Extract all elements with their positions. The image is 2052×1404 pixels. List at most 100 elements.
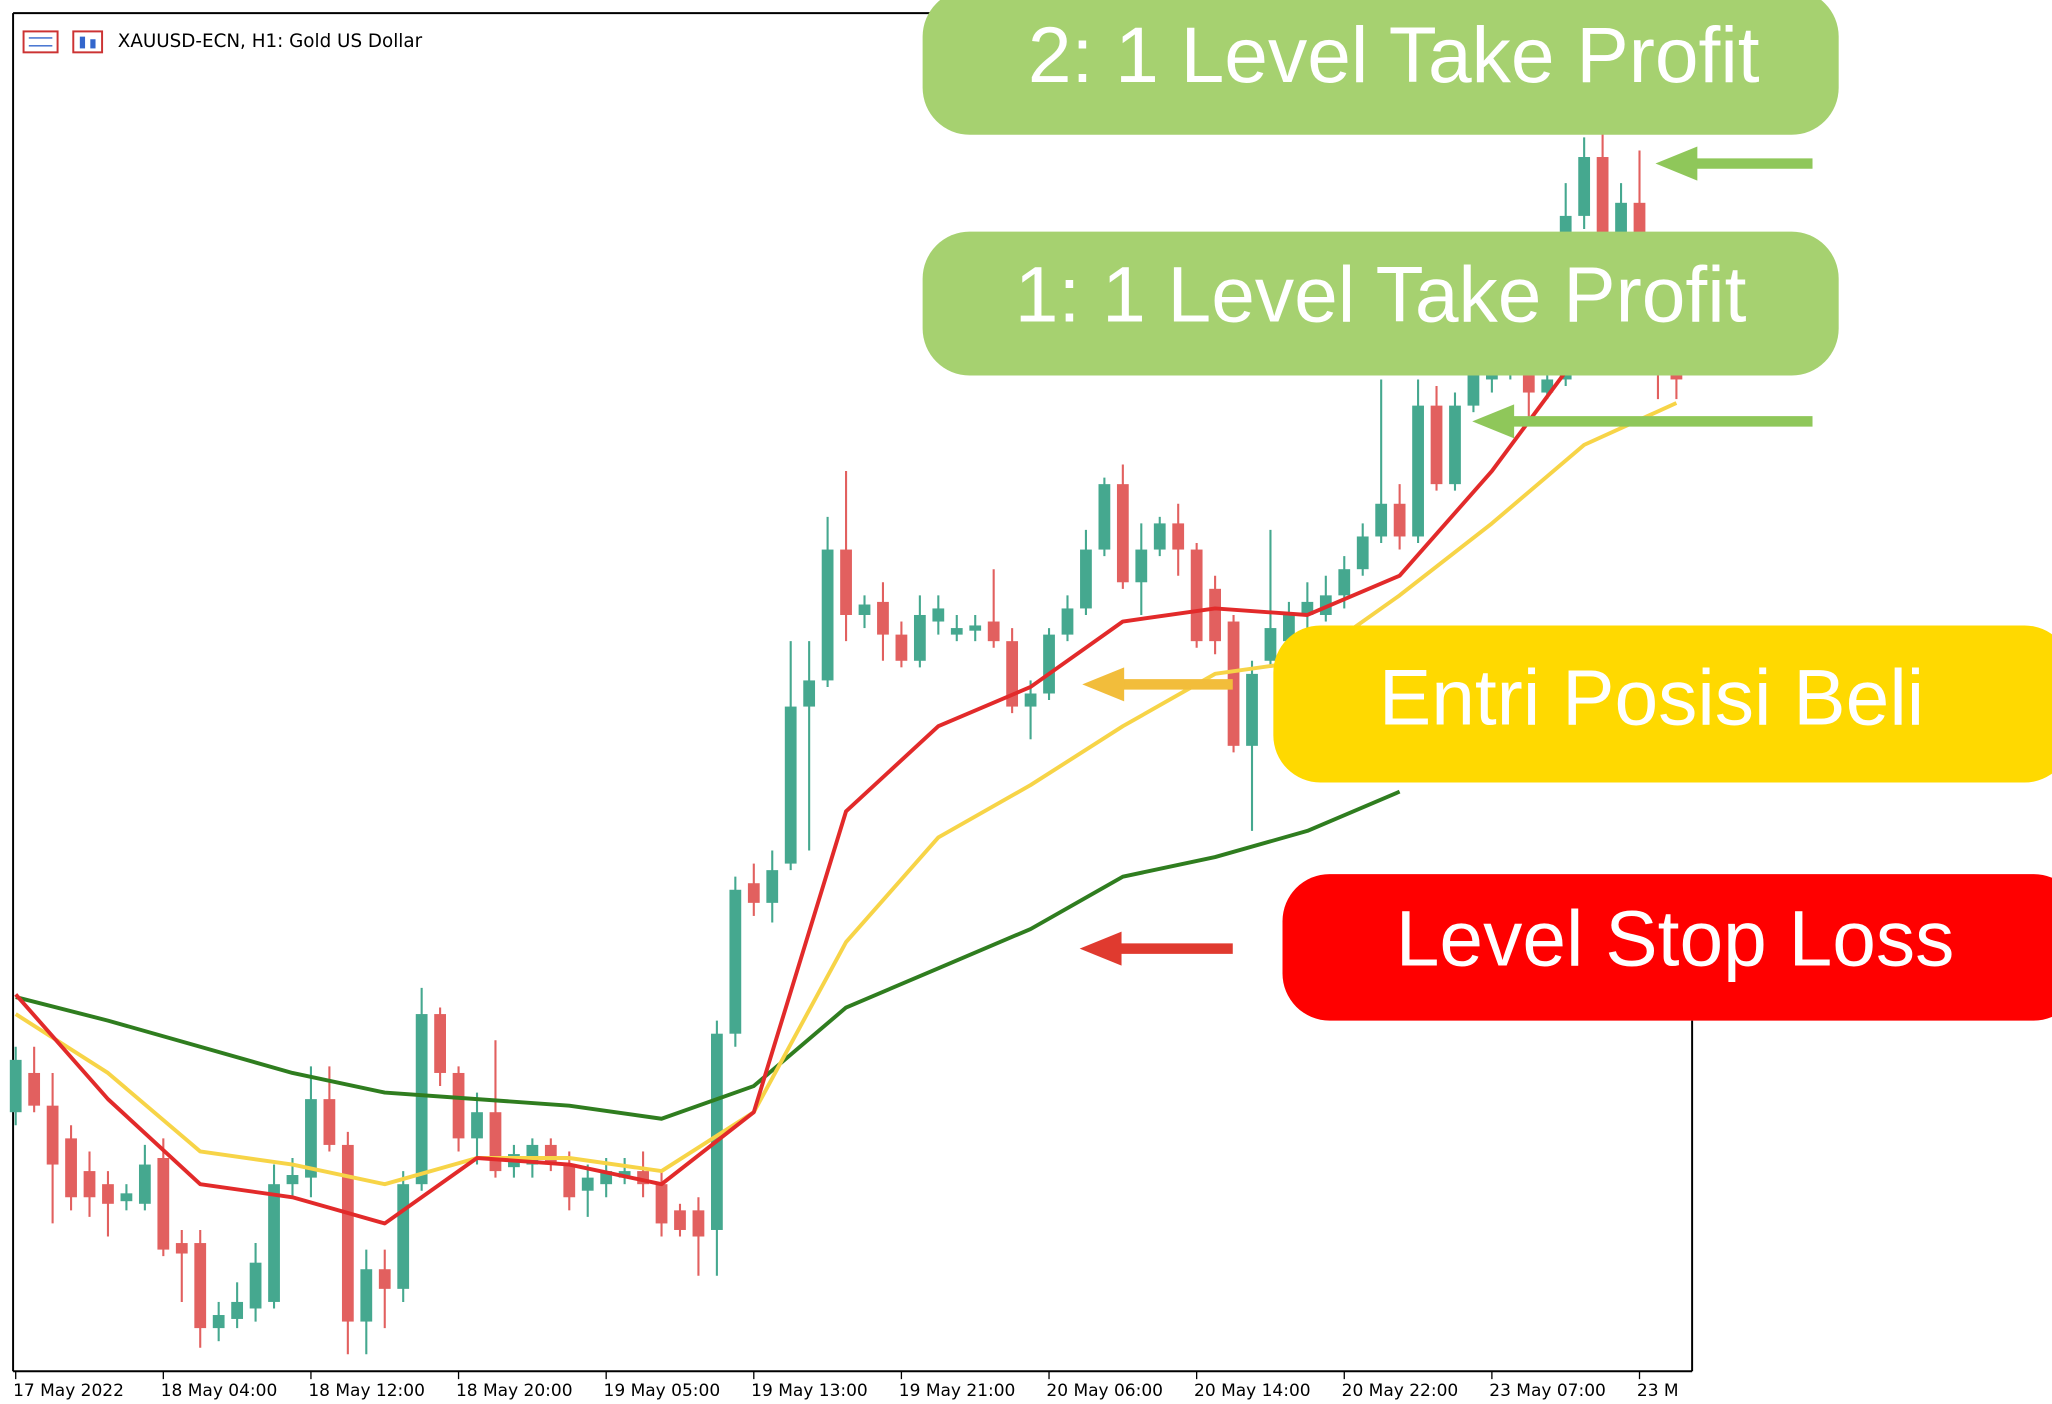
candle-body xyxy=(434,1014,446,1073)
candle-body xyxy=(1412,405,1424,537)
candle-body xyxy=(729,889,742,1034)
candle-body xyxy=(674,1210,686,1230)
candle-body xyxy=(323,1099,336,1145)
candle-body xyxy=(120,1193,133,1202)
candle-body xyxy=(784,706,797,864)
x-tick-label: 23 May 07:00 xyxy=(1489,1381,1606,1401)
candle-body xyxy=(655,1184,668,1224)
candle-body xyxy=(526,1144,539,1165)
candle-body xyxy=(1209,588,1221,642)
candle-body xyxy=(212,1315,225,1329)
candle-body xyxy=(581,1177,594,1191)
annotation-label: Level Stop Loss xyxy=(1396,894,1955,982)
arrow-head xyxy=(1079,931,1122,966)
candle-body xyxy=(1541,379,1554,393)
candle-body xyxy=(1024,693,1037,707)
annotations: 2: 1 Level Take Profit 1: 1 Level Take Pr… xyxy=(922,0,2052,1021)
candle-body xyxy=(969,625,982,631)
candle-body xyxy=(840,549,852,615)
x-tick-label: 20 May 14:00 xyxy=(1194,1381,1311,1401)
annotation-box xyxy=(922,231,1839,376)
arrow-head xyxy=(1472,404,1515,439)
candle-body xyxy=(157,1158,170,1250)
candle-body xyxy=(1522,372,1535,393)
candle-body xyxy=(65,1138,77,1198)
candle-body xyxy=(877,601,889,635)
candle-body xyxy=(378,1269,391,1289)
annotation-box xyxy=(1273,625,2052,783)
chart-icon xyxy=(72,30,104,54)
candle-body xyxy=(692,1210,705,1237)
candle-body xyxy=(1190,549,1203,642)
candle-body xyxy=(1043,634,1055,694)
annotation-label: Entri Posisi Beli xyxy=(1379,654,1924,742)
annotation-label: 1: 1 Level Take Profit xyxy=(1015,251,1747,339)
candle-body xyxy=(858,604,871,615)
candle-body xyxy=(268,1184,280,1302)
arrow-head xyxy=(1082,667,1125,702)
candle-body xyxy=(231,1301,244,1319)
annotation-label: 2: 1 Level Take Profit xyxy=(1028,11,1760,99)
candle-body xyxy=(194,1243,207,1329)
candle-body xyxy=(1301,601,1314,615)
candle-body xyxy=(360,1269,373,1322)
x-tick-label: 17 May 2022 xyxy=(13,1381,124,1401)
candle-body xyxy=(1670,372,1683,380)
x-tick-label: 19 May 05:00 xyxy=(604,1381,721,1401)
menu-icon xyxy=(22,30,59,54)
candle-body xyxy=(1338,569,1351,596)
candle-body xyxy=(747,883,760,903)
plot: 17 May 2022 18 May 04:00 18 May 12:00 18 Ma… xyxy=(9,130,1683,1401)
candle-body xyxy=(1172,523,1185,550)
candle-body xyxy=(711,1033,723,1230)
candle-body xyxy=(637,1171,649,1185)
candle-body xyxy=(471,1112,483,1139)
candle-body xyxy=(1264,628,1277,661)
candle-body xyxy=(1227,621,1240,746)
candle-body xyxy=(1153,523,1166,550)
candle-body xyxy=(1246,673,1258,746)
candle-body xyxy=(987,621,1000,642)
candle-body xyxy=(249,1262,262,1309)
candle-body xyxy=(1449,405,1461,485)
candle-body xyxy=(452,1072,465,1139)
candle-body xyxy=(305,1099,317,1178)
chart-title: XAUUSD-ECN, H1: Gold US Dollar xyxy=(118,31,423,52)
candle-body xyxy=(397,1184,410,1289)
candle-body xyxy=(1430,405,1443,485)
candle-body xyxy=(83,1171,96,1198)
candle-body xyxy=(563,1164,576,1198)
candle-body xyxy=(1098,484,1111,550)
candle-body xyxy=(1578,157,1591,216)
candle-body xyxy=(803,680,816,707)
x-tick-label: 19 May 13:00 xyxy=(751,1381,868,1401)
candle-body xyxy=(9,1059,22,1113)
candle-body xyxy=(1135,549,1148,583)
candle-body xyxy=(895,634,908,661)
x-tick-label: 20 May 22:00 xyxy=(1342,1381,1459,1401)
moving-average xyxy=(14,401,1678,1187)
candle-body xyxy=(766,870,779,903)
moving-average xyxy=(14,345,1586,1226)
moving-average xyxy=(15,789,1401,1121)
candle-body xyxy=(1080,549,1092,609)
candle-body xyxy=(932,608,945,622)
candle-body xyxy=(821,549,834,681)
x-tick-label: 18 May 04:00 xyxy=(161,1381,278,1401)
candle-body xyxy=(600,1171,613,1185)
candle-body xyxy=(1061,608,1074,635)
candle-body xyxy=(1006,641,1019,707)
candle-body xyxy=(138,1164,151,1204)
candle-body xyxy=(1356,536,1369,570)
candle-body xyxy=(46,1105,59,1165)
candle-body xyxy=(1375,503,1388,537)
candle-body xyxy=(175,1243,188,1254)
candle-body xyxy=(489,1112,502,1172)
candle-body xyxy=(28,1072,41,1106)
candle-body xyxy=(341,1144,354,1322)
x-tick-label: 19 May 21:00 xyxy=(899,1381,1016,1401)
candle-body xyxy=(415,1014,428,1185)
candle-body xyxy=(1283,614,1295,642)
